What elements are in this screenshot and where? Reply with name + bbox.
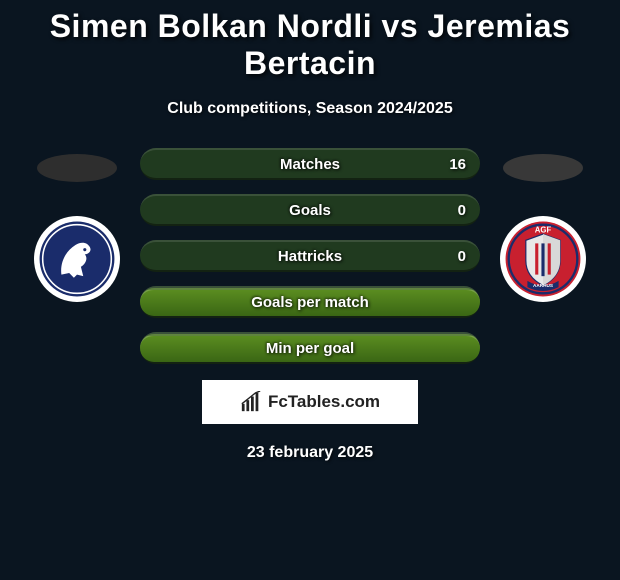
stat-right-value: 0	[458, 248, 466, 265]
stat-label: Min per goal	[266, 340, 354, 357]
agf-aarhus-logo-icon: AGF AARHUS	[504, 220, 582, 298]
brand-box: FcTables.com	[202, 380, 418, 424]
stat-bar-hattricks: Hattricks 0	[140, 240, 480, 272]
left-column	[32, 148, 122, 302]
randers-fc-logo-icon	[38, 220, 116, 298]
stat-bar-min-per-goal: Min per goal	[140, 332, 480, 364]
stat-right-value: 0	[458, 202, 466, 219]
stat-label: Matches	[280, 156, 340, 173]
stat-label: Goals per match	[251, 294, 369, 311]
player-ellipse-right	[503, 154, 583, 182]
stat-bar-goals: Goals 0	[140, 194, 480, 226]
agf-aarhus-badge: AGF AARHUS	[500, 216, 586, 302]
stat-bar-matches: Matches 16	[140, 148, 480, 180]
page-subtitle: Club competitions, Season 2024/2025	[0, 100, 620, 118]
svg-text:AARHUS: AARHUS	[533, 283, 553, 288]
player-ellipse-left	[37, 154, 117, 182]
randers-fc-badge	[34, 216, 120, 302]
stats-column: Matches 16 Goals 0 Hattricks 0 Goals per…	[140, 148, 480, 364]
date-line: 23 february 2025	[0, 444, 620, 462]
stat-right-value: 16	[449, 156, 466, 173]
stat-label: Hattricks	[278, 248, 342, 265]
bar-chart-icon	[240, 391, 262, 413]
brand-text: FcTables.com	[268, 392, 380, 412]
right-column: AGF AARHUS	[498, 148, 588, 302]
main-area: Matches 16 Goals 0 Hattricks 0 Goals per…	[0, 148, 620, 364]
stat-label: Goals	[289, 202, 331, 219]
infographic-root: Simen Bolkan Nordli vs Jeremias Bertacin…	[0, 0, 620, 462]
svg-text:AGF: AGF	[535, 225, 552, 234]
page-title: Simen Bolkan Nordli vs Jeremias Bertacin	[0, 8, 620, 82]
stat-bar-goals-per-match: Goals per match	[140, 286, 480, 318]
